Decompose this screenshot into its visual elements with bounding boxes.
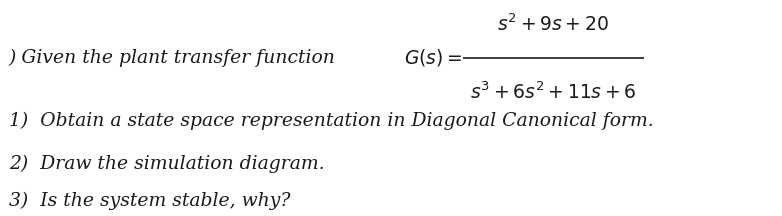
Text: 2)  Draw the simulation diagram.: 2) Draw the simulation diagram. — [9, 154, 325, 173]
Text: 3)  Is the system stable, why?: 3) Is the system stable, why? — [9, 192, 290, 210]
Text: $s^3 + 6s^2 + 11s + 6$: $s^3 + 6s^2 + 11s + 6$ — [470, 81, 637, 103]
Text: $s^2 + 9s + 20$: $s^2 + 9s + 20$ — [497, 13, 609, 35]
Text: ) Given the plant transfer function: ) Given the plant transfer function — [9, 49, 335, 67]
Text: $G(s) =$: $G(s) =$ — [404, 47, 462, 68]
Text: 1)  Obtain a state space representation in Diagonal Canonical form.: 1) Obtain a state space representation i… — [9, 112, 654, 130]
